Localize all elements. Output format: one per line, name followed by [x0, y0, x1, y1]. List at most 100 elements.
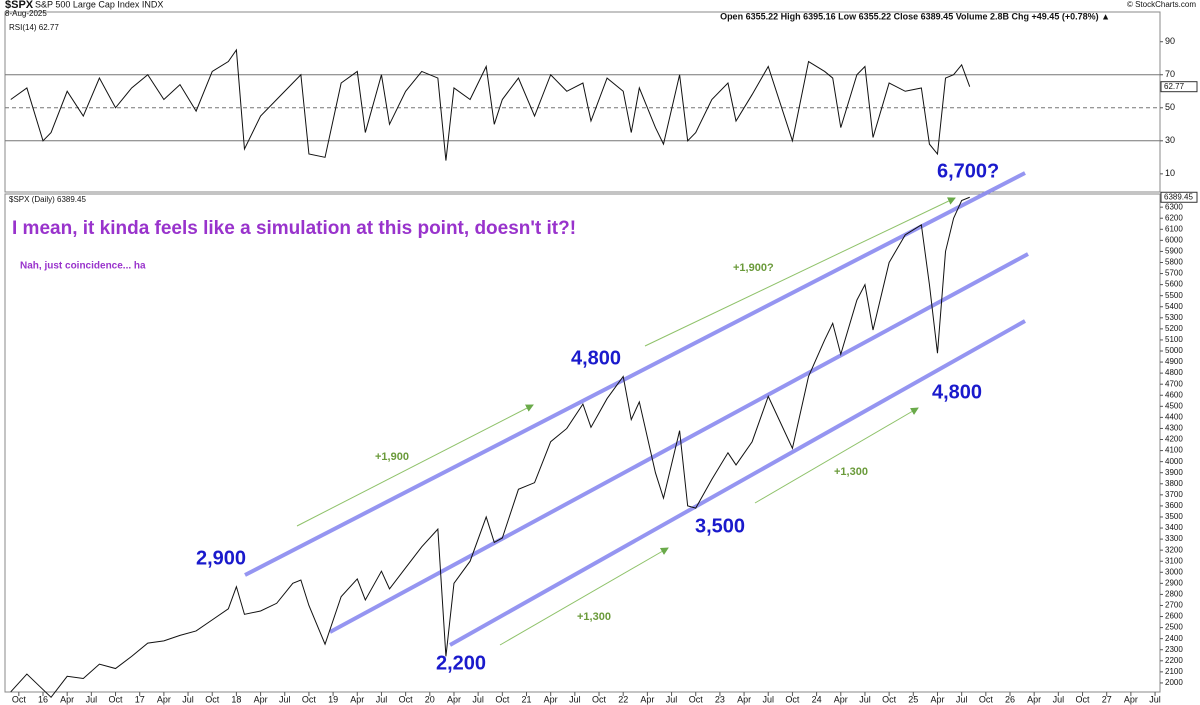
headline: I mean, it kinda feels like a simulation… — [12, 218, 576, 239]
y-tick-label: 6100 — [1165, 224, 1183, 233]
date: 8-Aug-2025 — [5, 9, 47, 18]
y-tick-label: 2200 — [1165, 656, 1183, 665]
x-tick-label: Jul — [956, 694, 968, 704]
y-tick-label: 2500 — [1165, 623, 1183, 632]
y-tick-label: 5000 — [1165, 346, 1183, 355]
y-tick-label: 5700 — [1165, 269, 1183, 278]
x-tick-label: Jul — [569, 694, 581, 704]
y-tick-label: 5100 — [1165, 335, 1183, 344]
move-label: +1,900? — [733, 262, 774, 274]
x-tick-label: Jul — [86, 694, 98, 704]
series-line — [10, 48, 971, 161]
x-tick-label: Jul — [859, 694, 871, 704]
x-tick-label: Apr — [60, 694, 74, 704]
y-tick-label: 3000 — [1165, 567, 1183, 576]
level-label: 6,700? — [937, 160, 999, 182]
x-tick-label: Jul — [279, 694, 291, 704]
y-tick-label: 4700 — [1165, 379, 1183, 388]
y-tick-label: 3900 — [1165, 468, 1183, 477]
x-tick-label: Jul — [182, 694, 194, 704]
y-tick-label: 2400 — [1165, 634, 1183, 643]
y-tick-label: 2800 — [1165, 590, 1183, 599]
price-panel — [4, 193, 1161, 693]
arrow — [644, 197, 956, 347]
x-tick-label: Apr — [447, 694, 461, 704]
x-tick-label: Oct — [12, 694, 27, 704]
x-tick-label: Oct — [592, 694, 607, 704]
y-tick-label: 70 — [1165, 69, 1175, 79]
last-value-label: 62.77 — [1164, 82, 1185, 91]
arrow — [499, 547, 669, 646]
y-tick-label: 5800 — [1165, 258, 1183, 267]
y-tick-label: 6000 — [1165, 235, 1183, 244]
level-label: 2,200 — [436, 652, 486, 674]
x-tick-label: 26 — [1005, 694, 1015, 704]
x-tick-label: Apr — [157, 694, 171, 704]
x-tick-label: Jul — [666, 694, 678, 704]
y-tick-label: 4000 — [1165, 457, 1183, 466]
y-tick-label: 4100 — [1165, 446, 1183, 455]
y-tick-label: 2300 — [1165, 645, 1183, 654]
channel-lower — [449, 319, 1026, 647]
x-tick-label: Apr — [640, 694, 654, 704]
x-tick-label: Oct — [205, 694, 220, 704]
channel-middle — [329, 252, 1029, 634]
x-tick-label: 16 — [38, 694, 48, 704]
move-label: +1,300 — [577, 611, 611, 623]
x-tick-label: Oct — [399, 694, 414, 704]
y-tick-label: 10 — [1165, 168, 1175, 178]
y-tick-label: 2700 — [1165, 601, 1183, 610]
x-tick-label: 18 — [231, 694, 241, 704]
x-tick-label: Oct — [882, 694, 897, 704]
x-tick-label: 23 — [715, 694, 725, 704]
x-tick-label: 25 — [908, 694, 918, 704]
x-tick-label: Apr — [834, 694, 848, 704]
move-label: +1,300 — [834, 466, 868, 478]
x-tick-label: Apr — [737, 694, 751, 704]
x-tick-label: Oct — [495, 694, 510, 704]
channel-upper — [244, 171, 1026, 577]
x-tick-label: Apr — [544, 694, 558, 704]
y-tick-label: 5300 — [1165, 313, 1183, 322]
level-label: 4,800 — [932, 381, 982, 403]
y-tick-label: 4900 — [1165, 357, 1183, 366]
move-label: +1,900 — [375, 451, 409, 463]
x-tick-label: Apr — [930, 694, 944, 704]
arrow — [296, 404, 534, 527]
y-tick-label: 3800 — [1165, 479, 1183, 488]
x-tick-label: Oct — [785, 694, 800, 704]
x-tick-label: 19 — [328, 694, 338, 704]
y-tick-label: 3300 — [1165, 534, 1183, 543]
x-tick-label: Jul — [472, 694, 484, 704]
y-tick-label: 50 — [1165, 102, 1175, 112]
y-tick-label: 5400 — [1165, 302, 1183, 311]
symbol: $SPX — [5, 0, 34, 11]
price-title: $SPX (Daily) 6389.45 — [9, 195, 86, 204]
x-tick-label: Jul — [762, 694, 774, 704]
x-tick-label: 24 — [812, 694, 822, 704]
x-tick-label: 17 — [135, 694, 145, 704]
rsi-panel — [4, 11, 1161, 193]
y-tick-label: 5600 — [1165, 280, 1183, 289]
x-tick-label: Apr — [1027, 694, 1041, 704]
y-tick-label: 2100 — [1165, 667, 1183, 676]
x-tick-label: Jul — [1053, 694, 1065, 704]
x-tick-label: Apr — [254, 694, 268, 704]
y-tick-label: 3600 — [1165, 501, 1183, 510]
y-tick-label: 5200 — [1165, 324, 1183, 333]
x-tick-label: Apr — [350, 694, 364, 704]
x-tick-label: 27 — [1102, 694, 1112, 704]
y-tick-label: 4400 — [1165, 412, 1183, 421]
y-tick-label: 5500 — [1165, 291, 1183, 300]
y-tick-label: 30 — [1165, 135, 1175, 145]
x-tick-label: Apr — [1124, 694, 1138, 704]
level-label: 4,800 — [571, 347, 621, 369]
x-tick-label: Oct — [302, 694, 317, 704]
y-tick-label: 3200 — [1165, 545, 1183, 554]
y-tick-label: 4200 — [1165, 435, 1183, 444]
level-label: 3,500 — [695, 515, 745, 537]
arrow — [754, 407, 919, 504]
y-tick-label: 3700 — [1165, 490, 1183, 499]
y-tick-label: 5900 — [1165, 247, 1183, 256]
